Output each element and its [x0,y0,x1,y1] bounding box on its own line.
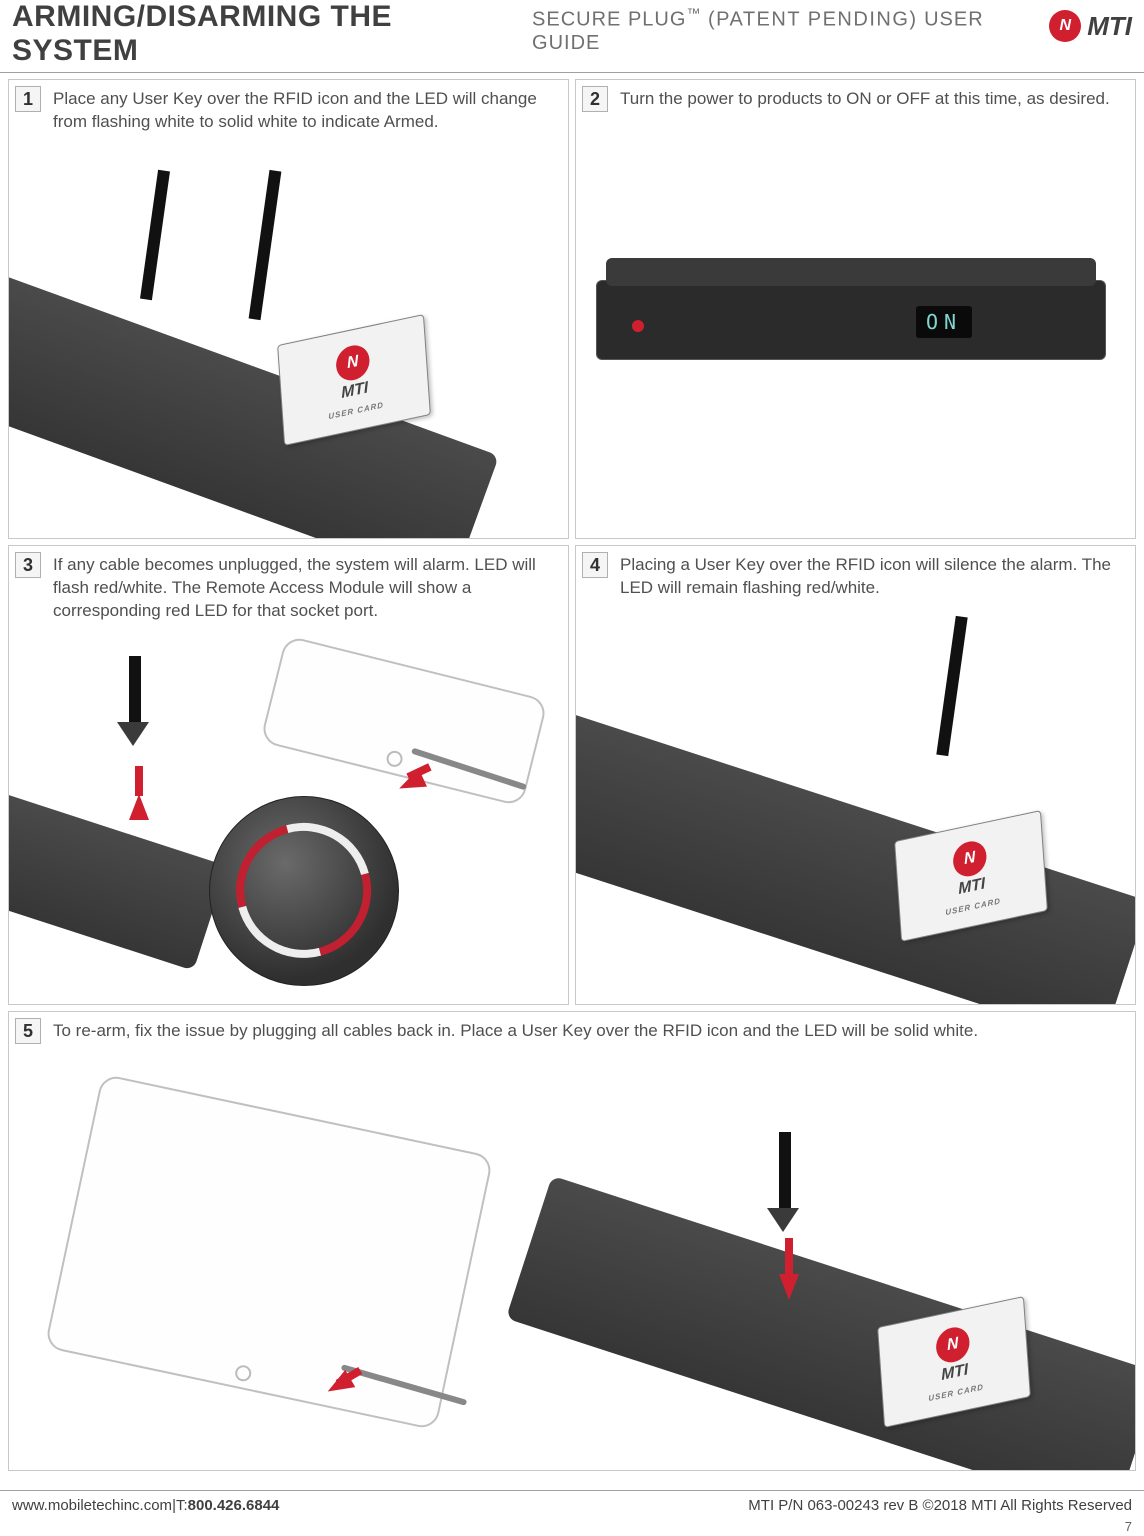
card-brand: MTI [941,1361,969,1385]
step-5: 5 To re-arm, fix the issue by plugging a… [8,1011,1136,1471]
plug-stem [129,656,141,726]
step-1: 1 Place any User Key over the RFID icon … [8,79,569,539]
card-badge-icon: N [952,838,988,879]
step-3: 3 If any cable becomes unplugged, the sy… [8,545,569,1005]
footer-url: www.mobiletechinc.com [12,1497,172,1514]
page-subtitle: SECURE PLUG™ (PATENT PENDING) USER GUIDE [532,5,1049,55]
footer-copyright: MTI P/N 063-00243 rev B ©2018 MTI All Ri… [748,1497,1132,1514]
device-display: ON [916,306,972,338]
step-number: 4 [582,552,608,578]
alarm-puck-illustration [209,796,399,986]
page-header: ARMING/DISARMING THE SYSTEM SECURE PLUG™… [0,0,1144,73]
product-name: SECURE PLUG [532,9,686,31]
arrow-icon [785,1238,793,1278]
card-user-label: USER CARD [328,400,384,421]
powerstrip-illustration [8,749,227,971]
card-brand: MTI [341,379,369,403]
arrow-down-icon [395,768,427,797]
device-top [606,258,1096,286]
page-footer: www.mobiletechinc.com | T:800.426.6844 M… [0,1490,1144,1514]
arrow-down-icon [129,794,149,820]
step-text: Place any User Key over the RFID icon an… [53,88,556,134]
arrow-down-icon [779,1274,799,1300]
arrow-icon [336,1367,363,1387]
cable-icon [341,1364,468,1406]
card-user-label: USER CARD [928,1382,984,1403]
step-text: Turn the power to products to ON or OFF … [620,88,1123,111]
user-card-illustration: N MTI USER CARD [894,810,1048,942]
step-number: 5 [15,1018,41,1044]
step-text: If any cable becomes unplugged, the syst… [53,554,556,623]
arrow-down-icon [323,1370,356,1400]
arrow-icon [135,766,143,796]
page-title: ARMING/DISARMING THE SYSTEM [12,0,518,68]
step-number: 2 [582,86,608,112]
plug-stem [779,1132,791,1212]
cable-icon [140,170,170,300]
user-card-illustration: N MTI USER CARD [277,314,431,446]
footer-phone: 800.426.6844 [188,1497,280,1514]
step-2: 2 Turn the power to products to ON or OF… [575,79,1136,539]
arrow-icon [406,763,431,780]
page-number: 7 [1125,1519,1132,1534]
plug-icon [767,1208,799,1232]
card-badge-icon: N [335,342,371,383]
card-badge-icon: N [935,1324,971,1365]
powerstrip-illustration [575,710,1136,1005]
brand-badge-icon: N [1049,10,1081,42]
patent-pending: (PATENT PENDING) [708,9,918,31]
alarm-ring-icon [212,799,397,984]
footer-phone-label: T: [176,1497,188,1514]
card-brand: MTI [958,875,986,899]
powerstrip-illustration [8,264,499,539]
cable-icon [936,616,967,756]
step-text: To re-arm, fix the issue by plugging all… [53,1020,1123,1043]
step-number: 3 [15,552,41,578]
step-number: 1 [15,86,41,112]
powerstrip-illustration [506,1176,1136,1471]
tablet-illustration [260,635,549,807]
card-user-label: USER CARD [945,896,1001,917]
cable-icon [249,170,282,320]
step-text: Placing a User Key over the RFID icon wi… [620,554,1123,600]
cable-icon [411,748,527,791]
plug-icon [117,722,149,746]
power-led-icon [632,320,644,332]
step-grid: 1 Place any User Key over the RFID icon … [0,73,1144,1471]
brand-text: MTI [1087,11,1132,42]
user-card-illustration: N MTI USER CARD [877,1296,1031,1428]
tablet-illustration [44,1073,493,1430]
device-illustration [596,280,1106,360]
trademark-icon: ™ [686,5,701,21]
brand-logo: N MTI [1049,6,1132,38]
step-4: 4 Placing a User Key over the RFID icon … [575,545,1136,1005]
